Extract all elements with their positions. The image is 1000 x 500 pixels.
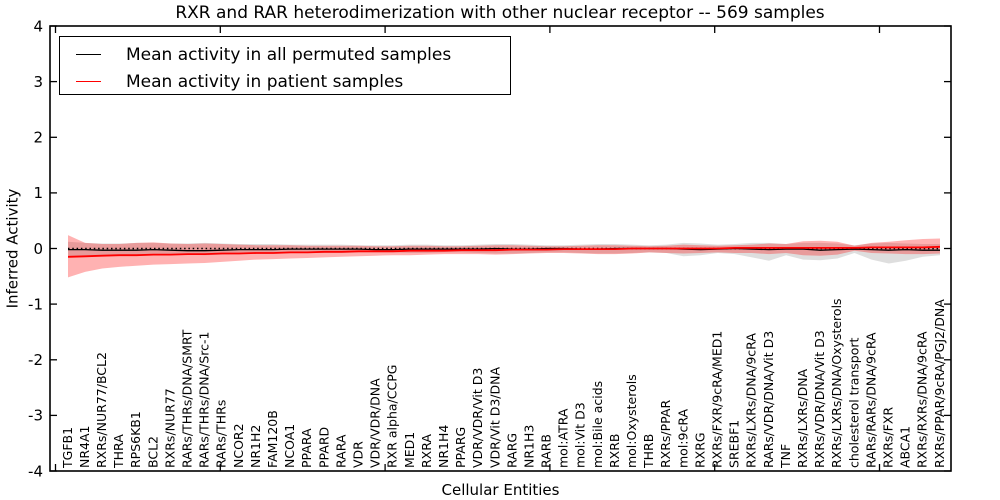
legend-entry-patient: Mean activity in patient samples	[76, 68, 510, 95]
x-tick-label: RARA	[333, 434, 348, 468]
x-tick-label: RXRs/NUR77/BCL2	[94, 352, 109, 468]
y-tick-label: 1	[33, 184, 43, 202]
x-tick-label: RXRA	[419, 434, 434, 468]
x-tick-label: SREBF1	[727, 420, 742, 468]
x-tick-label: PPARD	[316, 427, 331, 468]
band-patient-samples-range	[68, 235, 940, 278]
x-tick-label: NR1H4	[436, 425, 451, 468]
x-tick-label: MED1	[402, 432, 417, 468]
y-tick-label: 3	[33, 73, 43, 91]
x-tick-label: FAM120B	[265, 410, 280, 468]
x-tick-label: PPARG	[453, 427, 468, 468]
x-tick-label: RXRs/LXRs/DNA/9cRA	[744, 333, 759, 468]
x-tick-label: RARs/THRs	[214, 400, 229, 468]
x-tick-label: mol:ATRA	[556, 408, 571, 468]
x-tick-label: RXRs/NUR77	[162, 388, 177, 468]
x-tick-label: RARs/VDR/DNA/Vit D3	[761, 331, 776, 468]
x-tick-label: NR4A1	[77, 426, 92, 469]
y-tick-label: 2	[33, 129, 43, 147]
legend: Mean activity in all permuted samples Me…	[59, 36, 511, 95]
x-tick-label: RARG	[504, 433, 519, 468]
x-tick-label: RXRs/LXRs/DNA	[795, 368, 810, 468]
x-tick-label: RXRG	[692, 432, 707, 468]
x-tick-label: RXRB	[607, 433, 622, 468]
x-axis-label: Cellular Entities	[441, 481, 560, 499]
x-tick-label: RXRs/PPAR	[658, 400, 673, 468]
x-tick-label: VDR/VDR/DNA	[368, 378, 383, 468]
x-tick-label: VDR/Vit D3/DNA	[487, 367, 502, 468]
x-tick-label: cholesterol transport	[846, 337, 861, 468]
x-tick-label: RARs/THRs/DNA/SMRT	[179, 329, 194, 468]
x-tick-label: NR1H3	[521, 425, 536, 468]
x-tick-label: TGFB1	[60, 427, 75, 469]
x-tick-label: mol:Bile acids	[590, 381, 605, 468]
legend-label-permuted: Mean activity in all permuted samples	[126, 44, 452, 65]
y-tick-label: 4	[33, 17, 43, 35]
x-tick-label: mol:9cRA	[675, 408, 690, 468]
x-tick-label: RARB	[538, 434, 553, 468]
x-tick-label: NCOR2	[231, 423, 246, 468]
x-tick-label: ABCA1	[898, 426, 913, 468]
patient-line-sample	[76, 81, 101, 82]
x-tick-label: BCL2	[145, 436, 160, 468]
x-tick-label: RPS6KB1	[128, 411, 143, 468]
permuted-line-sample	[76, 54, 101, 55]
series-line-permuted	[68, 247, 940, 252]
legend-label-patient: Mean activity in patient samples	[126, 71, 404, 92]
y-tick-label: -4	[28, 462, 43, 480]
y-tick-label: -1	[28, 295, 43, 313]
x-tick-label: VDR/VDR/Vit D3	[470, 368, 485, 468]
x-tick-label: THRA	[111, 434, 126, 469]
y-tick-label: -2	[28, 351, 43, 369]
x-tick-label: TNF	[778, 444, 793, 469]
y-tick-label: -3	[28, 407, 43, 425]
x-tick-label: PPARA	[299, 428, 314, 468]
x-tick-label: NCOA1	[282, 424, 297, 468]
x-tick-label: RXR alpha/CCPG	[385, 365, 400, 468]
x-tick-label: RXRs/FXR	[880, 407, 895, 468]
y-tick-label: 0	[33, 240, 43, 258]
x-tick-label: RXRs/PPAR/9cRA/PGJ2/DNA	[932, 299, 947, 468]
x-tick-label: mol:Oxysterols	[624, 374, 639, 468]
chart-title: RXR and RAR heterodimerization with othe…	[175, 3, 825, 23]
x-tick-label: RARs/THRs/DNA/Src-1	[197, 332, 212, 468]
legend-entry-permuted: Mean activity in all permuted samples	[76, 41, 510, 68]
x-tick-label: RXRs/VDR/DNA/Vit D3	[812, 330, 827, 468]
x-tick-label: mol:Vit D3	[573, 402, 588, 468]
series-line-patient	[67, 245, 941, 258]
x-tick-label: THRB	[641, 434, 656, 469]
x-tick-label: RXRs/RXRs/DNA/9cRA	[915, 331, 930, 468]
x-tick-label: NR1H2	[248, 425, 263, 468]
band-permuted-samples-range	[68, 241, 940, 264]
x-tick-label: RARs/RARs/DNA/9cRA	[863, 332, 878, 468]
x-tick-label: VDR	[350, 441, 365, 468]
x-tick-label: RXRs/FXR/9cRA/MED1	[709, 331, 724, 468]
x-tick-label: RXRs/LXRs/DNA/Oxysterols	[829, 298, 844, 468]
